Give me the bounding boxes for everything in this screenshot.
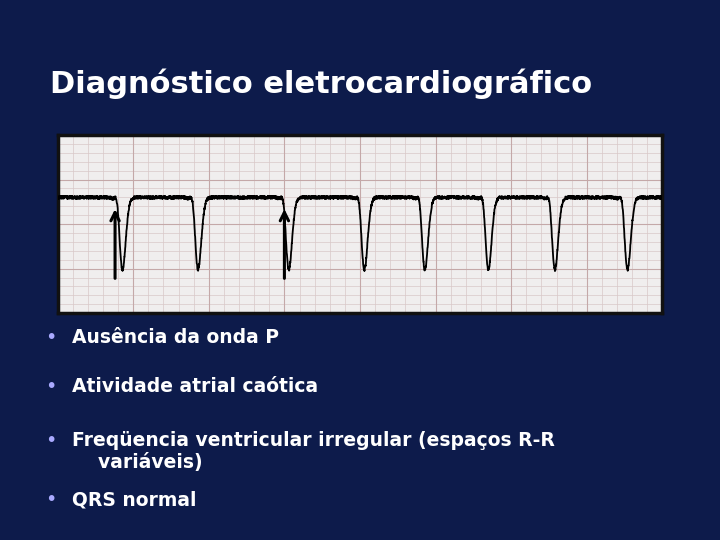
Text: •: • [45, 328, 56, 347]
Text: QRS normal: QRS normal [72, 490, 197, 509]
Text: Ausência da onda P: Ausência da onda P [72, 328, 279, 347]
Text: •: • [45, 376, 56, 396]
Text: •: • [45, 430, 56, 450]
Text: Atividade atrial caótica: Atividade atrial caótica [72, 376, 318, 396]
Text: Freqüencia ventricular irregular (espaços R-R: Freqüencia ventricular irregular (espaço… [72, 430, 555, 450]
Text: variáveis): variáveis) [72, 453, 202, 472]
Text: •: • [45, 490, 56, 509]
Text: Diagnóstico eletrocardiográfico: Diagnóstico eletrocardiográfico [50, 69, 593, 99]
